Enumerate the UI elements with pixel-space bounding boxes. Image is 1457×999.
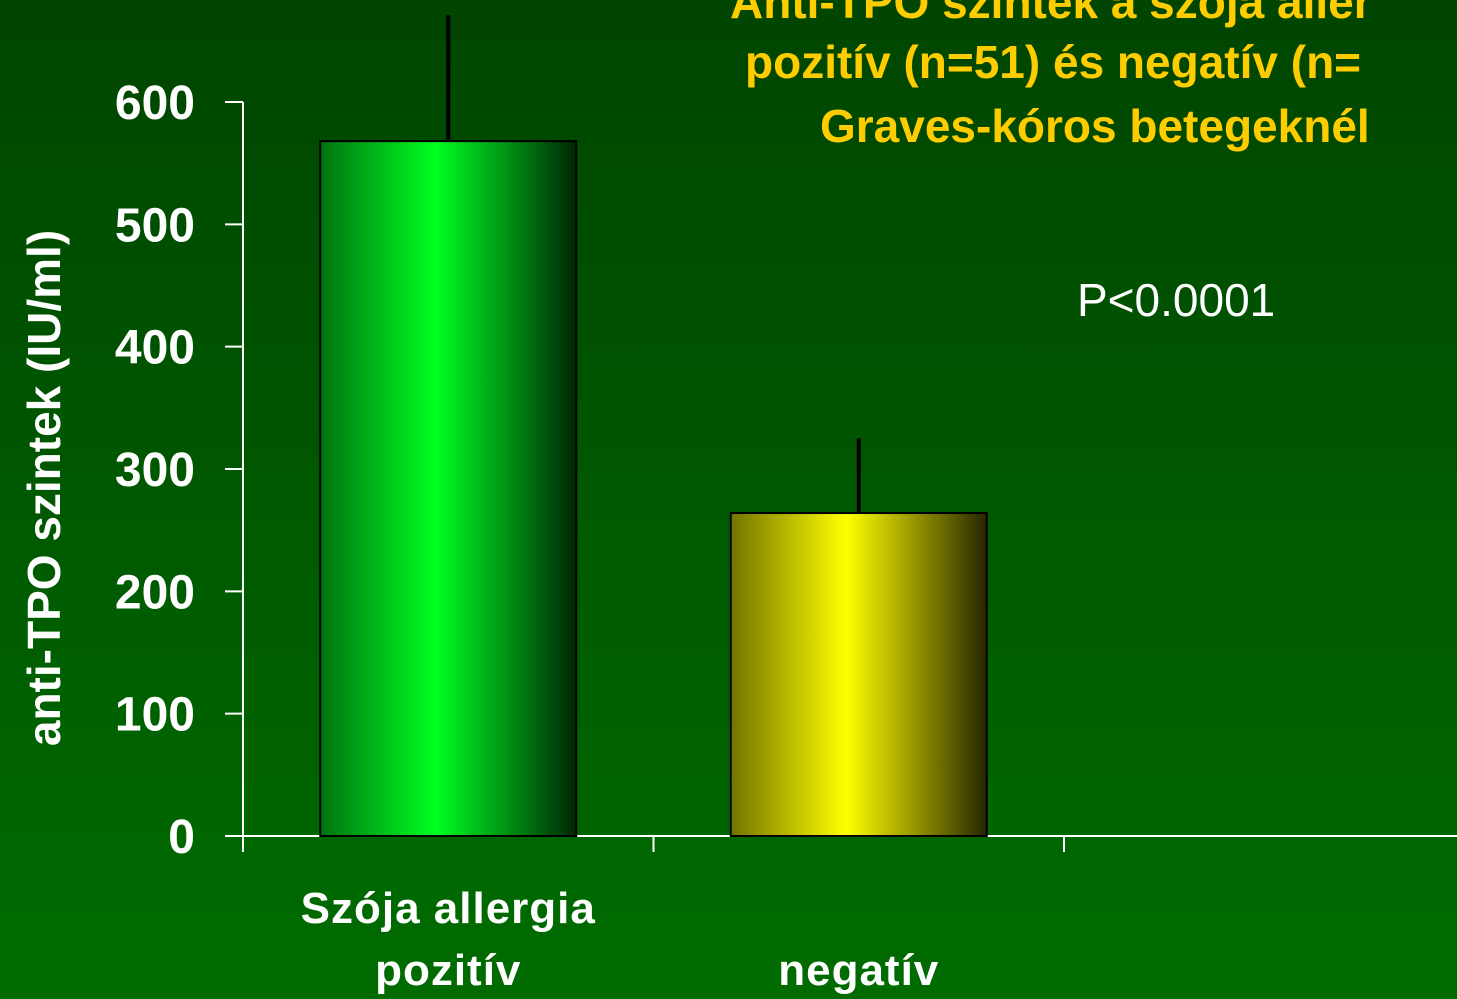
annotation: P<0.0001 (1077, 274, 1275, 326)
x-tick-label: pozitív (375, 946, 521, 995)
y-tick-label: 500 (115, 199, 195, 252)
y-tick-label: 0 (168, 811, 195, 864)
x-tick-label: Szója allergia (301, 884, 596, 933)
y-tick-label: 600 (115, 77, 195, 130)
x-tick-label: negatív (778, 946, 939, 995)
chart-title: Anti-TPO szintek a szója aller (730, 0, 1372, 28)
chart-title: Graves-kóros betegeknél (820, 100, 1370, 152)
chart-title: pozitív (n=51) és negatív (n= (745, 36, 1361, 88)
y-tick-label: 400 (115, 322, 195, 375)
bar-shading (729, 512, 988, 837)
y-tick-label: 100 (115, 689, 195, 742)
y-tick-label: 300 (115, 444, 195, 497)
y-axis-label: anti-TPO szintek (IU/ml) (18, 230, 70, 746)
bar-shading (319, 140, 578, 837)
y-tick-label: 200 (115, 566, 195, 619)
